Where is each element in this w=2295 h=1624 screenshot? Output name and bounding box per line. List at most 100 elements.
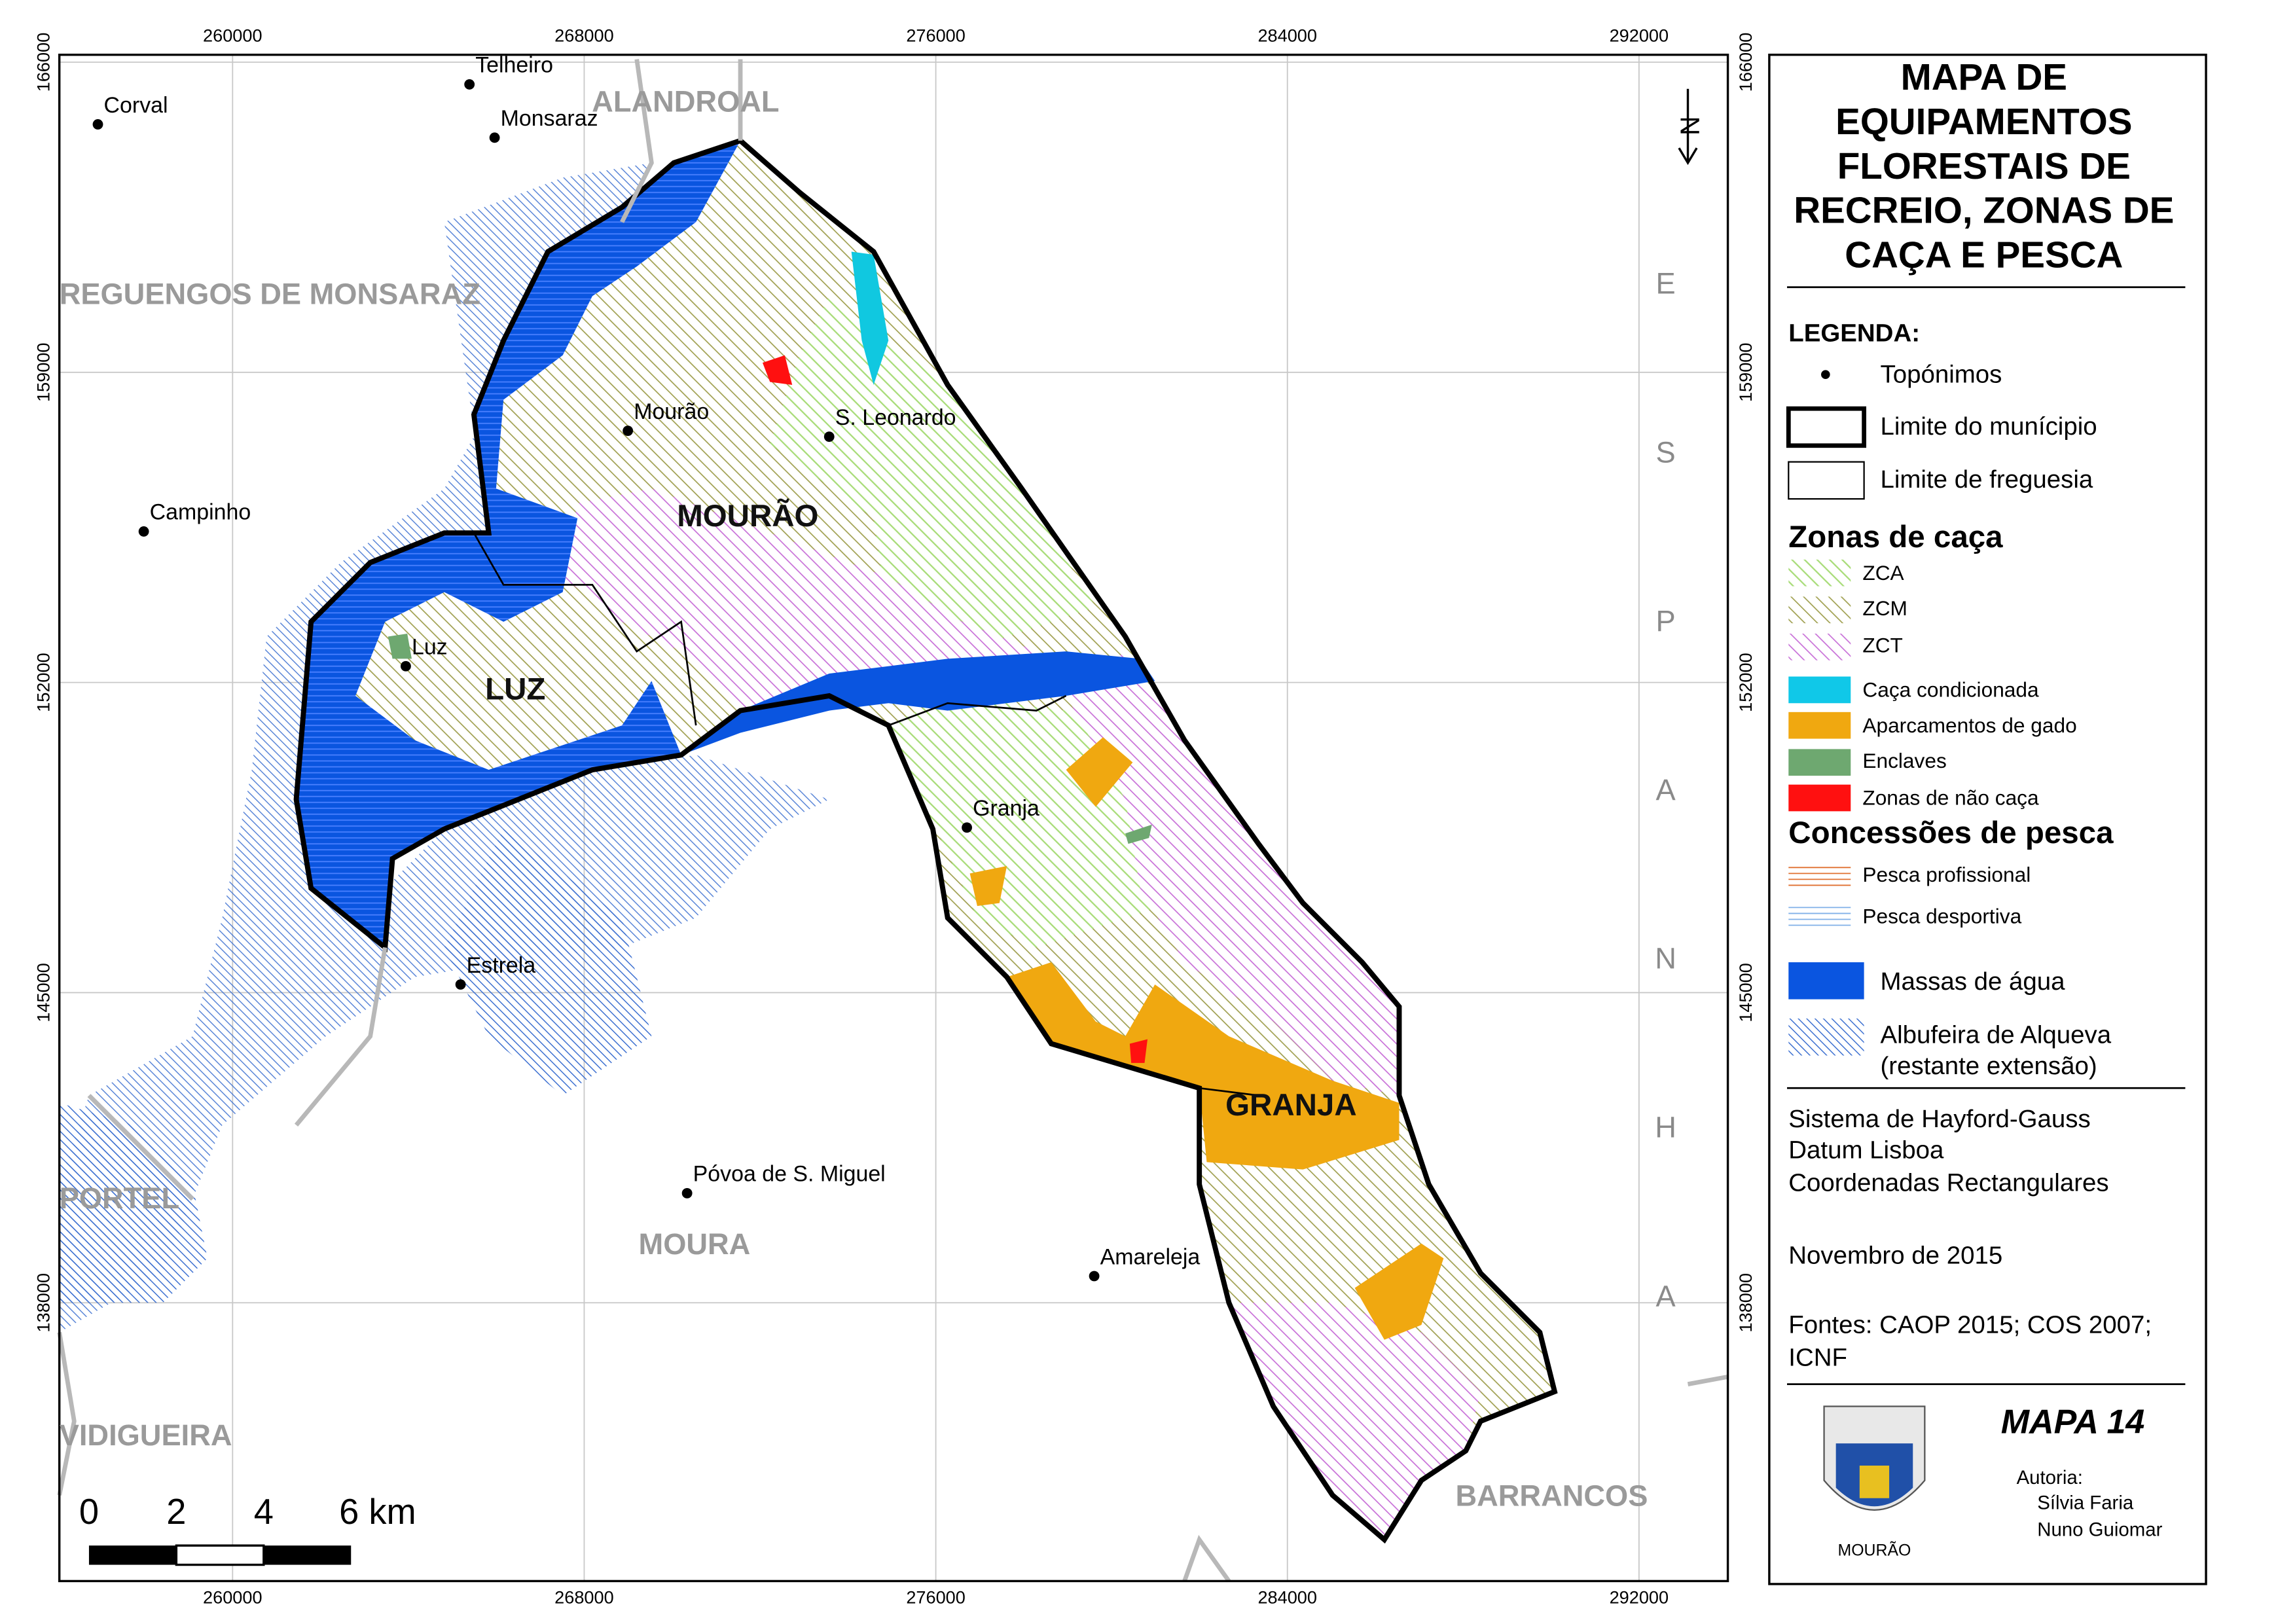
livestock-enclosure [1066, 737, 1133, 807]
alqueva-reservoir [59, 162, 829, 1333]
place-label: S. Leonardo [835, 405, 956, 430]
scale-bar: 0 2 4 6 km [79, 1492, 416, 1566]
place-marker [464, 79, 475, 90]
projection: Sistema de Hayford-Gauss [1788, 1105, 2090, 1133]
place-label: Telheiro [475, 53, 553, 78]
alqueva-reservoir [444, 829, 652, 1096]
country-letter: E [1655, 266, 1675, 300]
legend-panel [1768, 53, 2207, 1585]
legend-entry: Aparcamentos de gado [1862, 713, 2076, 737]
legend-heading: LEGENDA: [1788, 319, 1920, 347]
place-marker [823, 431, 835, 442]
legend-entry: Limite de freguesia [1881, 465, 2093, 494]
swatch [1788, 867, 1851, 886]
enclave [388, 633, 412, 659]
x-tick-label: 268000 [554, 26, 614, 46]
swatch [1788, 559, 1851, 586]
author: Sílvia Faria [2037, 1492, 2134, 1514]
place-label: Corval [104, 93, 168, 118]
place-label: Póvoa de S. Miguel [693, 1162, 886, 1187]
zone-zca [770, 296, 1096, 652]
country-letter: A [1655, 773, 1676, 806]
date: Novembro de 2015 [1788, 1241, 2002, 1269]
place-marker [455, 979, 466, 990]
x-tick-label: 276000 [906, 26, 966, 46]
y-tick-label: 152000 [1735, 653, 1756, 712]
swatch [1788, 596, 1851, 624]
legend-entry: Zonas de não caça [1862, 786, 2039, 810]
place-marker [681, 1187, 693, 1199]
coat-of-arms-label: MOURÃO [1838, 1541, 1911, 1560]
municipality-label: MOURA [639, 1227, 751, 1261]
swatch [1788, 461, 1865, 500]
municipality-label: ALANDROAL [592, 84, 779, 118]
legend-entry: Limite do munícipio [1881, 412, 2097, 441]
map-number: MAPA 14 [2001, 1403, 2145, 1441]
country-letter: H [1655, 1111, 1676, 1144]
swatch [1821, 370, 1830, 379]
municipality-boundary [293, 137, 1558, 1544]
place-label: Estrela [467, 953, 536, 978]
place-marker [92, 119, 103, 130]
places: Corval Telheiro Monsaraz Mourão S. Leonardo C… [92, 53, 1201, 1282]
legend-entry: Caça condicionada [1862, 678, 2039, 702]
title-line: EQUIPAMENTOS [1835, 101, 2132, 142]
conditioned-hunting [851, 251, 889, 386]
swatch [1788, 712, 1851, 739]
north-label: N [1675, 117, 1705, 135]
legend-entry: Pesca desportiva [1862, 905, 2021, 928]
parish-label: LUZ [485, 672, 545, 707]
y-tick-label: 159000 [33, 343, 53, 403]
x-tick-label: 276000 [906, 1587, 966, 1608]
municipality [296, 140, 1555, 1540]
north-arrow: N [1675, 88, 1705, 166]
title-line: FLORESTAIS DE [1837, 145, 2131, 187]
x-tick-label: 284000 [1257, 26, 1317, 46]
legend-entry: Albufeira de Alqueva [1881, 1020, 2112, 1049]
livestock-enclosure [1007, 962, 1400, 1170]
legend-heading: Concessões de pesca [1788, 816, 2114, 850]
parish-label: GRANJA [1225, 1088, 1357, 1123]
legend-entry: Pesca profissional [1862, 863, 2031, 886]
country-letter: N [1655, 942, 1676, 975]
parish-label: MOURÃO [677, 497, 818, 533]
y-tick-label: 138000 [1735, 1273, 1756, 1333]
sources: Fontes: CAOP 2015; COS 2007; [1788, 1311, 2152, 1339]
x-tick-label: 292000 [1610, 26, 1669, 46]
water-body [681, 651, 1155, 755]
title-line: CAÇA E PESCA [1845, 234, 2123, 275]
projection: Coordenadas Rectangulares [1788, 1168, 2108, 1197]
y-tick-label: 145000 [33, 963, 53, 1022]
livestock-enclosure [1354, 1243, 1444, 1340]
no-hunting-zone [1129, 1039, 1148, 1063]
legend-entry: Enclaves [1862, 749, 1946, 772]
swatch [1788, 633, 1851, 660]
coat-of-arms: MOURÃO [1823, 1405, 1926, 1560]
y-tick-label: 145000 [1735, 963, 1756, 1022]
title-line: MAPA DE [1901, 56, 2067, 98]
legend-entry: ZCM [1862, 596, 1907, 620]
place-label: Monsaraz [501, 106, 598, 131]
zone-zct [1229, 1303, 1481, 1540]
swatch [1788, 907, 1851, 926]
zone-zct [562, 488, 1037, 711]
place-label: Luz [412, 635, 448, 660]
place-marker [489, 132, 500, 143]
place-label: Campinho [150, 500, 251, 525]
legend-heading: Zonas de caça [1788, 520, 2003, 554]
country-letter: A [1655, 1279, 1676, 1312]
sources: ICNF [1788, 1343, 1847, 1371]
y-tick-label: 166000 [1735, 33, 1756, 92]
y-tick-label: 159000 [1735, 343, 1756, 403]
enclave [1125, 824, 1152, 844]
place-label: Amareleja [1100, 1244, 1201, 1269]
title-line: RECREIO, ZONAS DE [1794, 190, 2174, 231]
scale-label: 6 km [339, 1492, 416, 1532]
author: Nuno Guiomar [2037, 1519, 2162, 1540]
scale-label: 0 [79, 1492, 99, 1532]
place-marker [138, 526, 149, 537]
road [57, 58, 1729, 1583]
scale-label: 4 [254, 1492, 274, 1532]
